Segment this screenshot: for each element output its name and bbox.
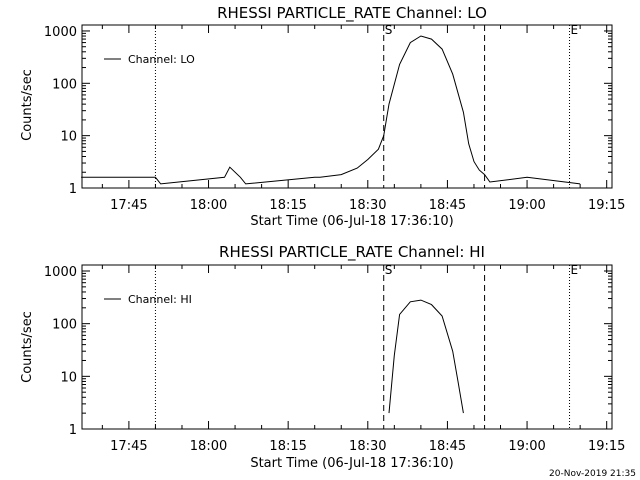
panel-hi: RHESSI PARTICLE_RATE Channel: HI Counts/… (20, 243, 625, 471)
x-tick-label: 18:15 (269, 198, 306, 213)
legend-label: Channel: LO (128, 53, 195, 66)
y-tick-label: 1000 (44, 25, 77, 40)
y-tick-label: 1 (69, 182, 77, 197)
chart-title: RHESSI PARTICLE_RATE Channel: HI (219, 243, 485, 262)
x-tick-label: 19:00 (508, 198, 545, 213)
chart-title: RHESSI PARTICLE_RATE Channel: LO (217, 4, 487, 23)
y-tick-label: 10 (60, 130, 77, 145)
x-tick-label: 17:45 (110, 198, 147, 213)
y-axis-label: Counts/sec (20, 311, 35, 383)
y-tick-label: 10 (60, 370, 77, 385)
marker-label: E (571, 263, 579, 277)
x-tick-label: 17:45 (110, 439, 147, 454)
footer-timestamp: 20-Nov-2019 21:35 (549, 469, 636, 479)
legend: Channel: LO (104, 53, 195, 66)
y-axis-label: Counts/sec (20, 69, 35, 141)
axes: 17:45 18:00 18:15 18:30 18:45 19:00 19:15 1 10 10… (44, 24, 625, 213)
y-tick-label: 1 (69, 423, 77, 438)
x-tick-label: 18:30 (349, 198, 386, 213)
axes: 17:45 18:00 18:15 18:30 18:45 19:00 19:15 1 10 10… (44, 264, 625, 454)
y-tick-label: 1000 (44, 265, 77, 280)
x-tick-label: 18:45 (429, 198, 466, 213)
series-line (388, 299, 464, 414)
x-tick-label: 18:45 (429, 439, 466, 454)
x-tick-label: 18:15 (269, 439, 306, 454)
legend-label: Channel: HI (128, 293, 192, 306)
x-tick-label: 18:00 (190, 439, 227, 454)
plot-frame (81, 24, 613, 189)
x-axis-label: Start Time (06-Jul-18 17:36:10) (250, 214, 453, 229)
plot-frame (81, 264, 613, 430)
y-tick-label: 100 (52, 77, 77, 92)
x-tick-label: 18:00 (190, 198, 227, 213)
marker-label: S (385, 263, 393, 277)
series-line (81, 35, 581, 185)
series (81, 35, 581, 185)
panel-lo: RHESSI PARTICLE_RATE Channel: LO Counts/… (20, 4, 625, 229)
marker-label: S (385, 23, 393, 37)
marker-label: E (571, 23, 579, 37)
x-tick-label: 19:00 (508, 439, 545, 454)
series (388, 299, 464, 414)
x-tick-label: 19:15 (588, 198, 625, 213)
y-tick-label: 100 (52, 318, 77, 333)
x-tick-label: 19:15 (588, 439, 625, 454)
x-tick-label: 18:30 (349, 439, 386, 454)
x-axis-label: Start Time (06-Jul-18 17:36:10) (250, 456, 453, 471)
legend: Channel: HI (104, 293, 192, 306)
